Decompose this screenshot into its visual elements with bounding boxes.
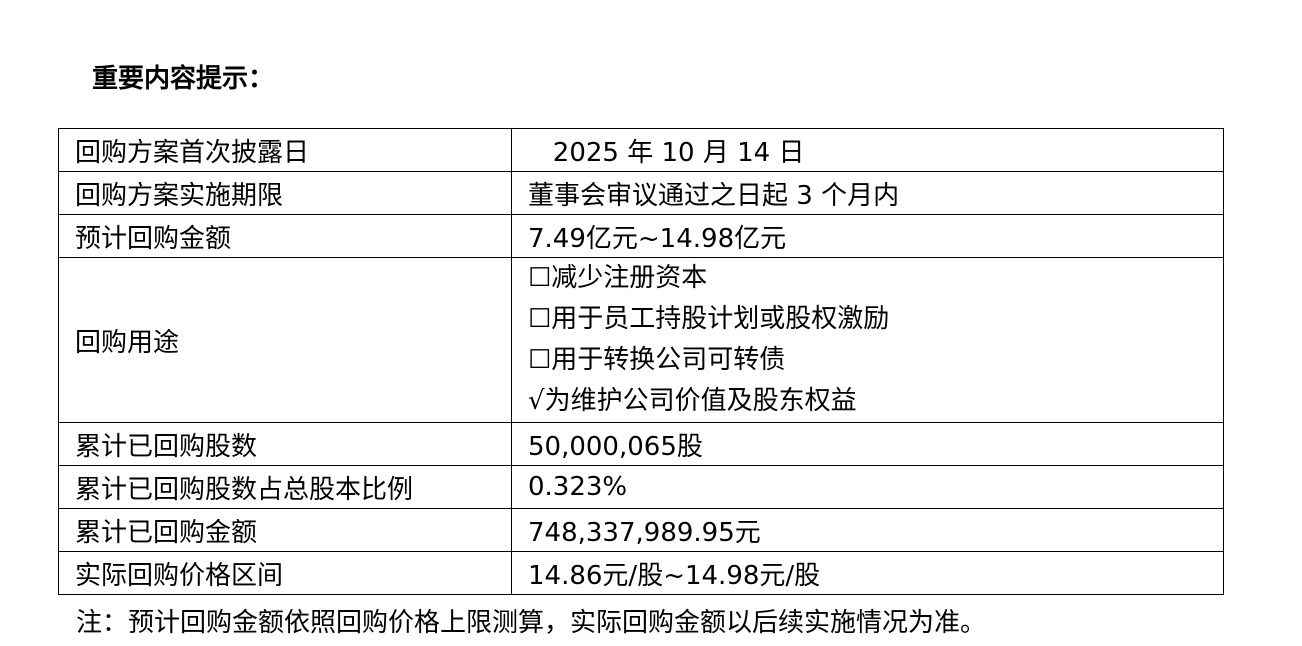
buyback-table: 回购方案首次披露日 2025 年 10 月 14 日 回购方案实施期限 董事会审议… [58,128,1224,595]
row-value: 50,000,065股 [511,422,1224,466]
row-label: 回购方案首次披露日 [58,128,512,172]
purpose-option: √为维护公司价值及股东权益 [528,386,857,416]
purpose-options: ☐减少注册资本 ☐用于员工持股计划或股权激励 ☐用于转换公司可转债 √为维护公司… [511,257,1224,423]
row-label: 回购方案实施期限 [58,171,512,215]
row-value: 748,337,989.95元 [511,508,1224,552]
row-label: 累计已回购股数 [58,422,512,466]
row-value: 董事会审议通过之日起 3 个月内 [511,171,1224,215]
row-label: 预计回购金额 [58,214,512,258]
row-value: 7.49亿元~14.98亿元 [511,214,1224,258]
row-label: 累计已回购金额 [58,508,512,552]
table-row: 回购方案实施期限 董事会审议通过之日起 3 个月内 [58,171,1224,215]
table-row: 回购方案首次披露日 2025 年 10 月 14 日 [58,128,1224,172]
table-row: 累计已回购股数占总股本比例 0.323% [58,465,1224,509]
table-row: 累计已回购股数 50,000,065股 [58,422,1224,466]
row-value: 0.323% [511,465,1224,509]
row-value: 2025 年 10 月 14 日 [511,128,1224,172]
purpose-option: ☐用于员工持股计划或股权激励 [528,304,890,334]
row-label: 实际回购价格区间 [58,551,512,595]
footnote: 注：预计回购金额依照回购价格上限测算，实际回购金额以后续实施情况为准。 [76,608,987,638]
table-row: 实际回购价格区间 14.86元/股~14.98元/股 [58,551,1224,595]
purpose-option: ☐减少注册资本 [528,263,708,293]
purpose-option: ☐用于转换公司可转债 [528,345,786,375]
table-row: 累计已回购金额 748,337,989.95元 [58,508,1224,552]
table-row: 回购用途 ☐减少注册资本 ☐用于员工持股计划或股权激励 ☐用于转换公司可转债 √… [58,257,1224,423]
row-label: 累计已回购股数占总股本比例 [58,465,512,509]
row-value: 14.86元/股~14.98元/股 [511,551,1224,595]
section-title: 重要内容提示： [92,64,275,94]
table-row: 预计回购金额 7.49亿元~14.98亿元 [58,214,1224,258]
row-label: 回购用途 [58,257,512,423]
